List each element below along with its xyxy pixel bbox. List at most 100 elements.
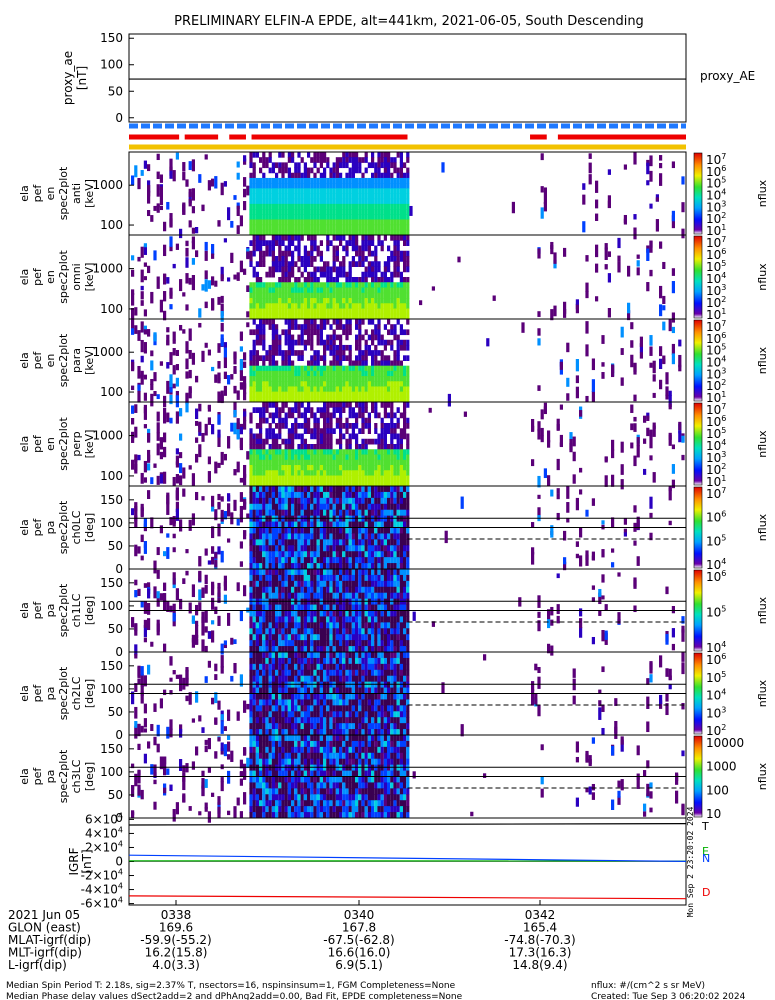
spectrogram-cell xyxy=(668,432,672,440)
spectrogram-cell xyxy=(361,586,365,594)
spectrogram-cell xyxy=(332,509,336,517)
spectrogram-cell xyxy=(323,634,327,641)
spectrogram-cell xyxy=(284,480,288,487)
spectrogram-cell xyxy=(383,580,387,588)
spectrogram-cell xyxy=(351,292,355,299)
spectrogram-cell xyxy=(284,521,288,528)
spectrogram-cell xyxy=(287,646,291,653)
spectrogram-cell xyxy=(275,381,279,387)
spectrogram-cell xyxy=(310,261,314,267)
spectrogram-cell xyxy=(361,438,365,445)
spectrogram-cell xyxy=(300,563,304,570)
spectrogram-cell xyxy=(361,287,365,294)
spectrogram-cell xyxy=(329,604,333,611)
spectrogram-cell xyxy=(294,646,298,653)
spectrogram-cell xyxy=(393,610,397,617)
spectrogram-cell xyxy=(339,391,343,398)
pa_spectrum_ch0-ylabel-line: ela xyxy=(18,519,31,536)
spectrogram-cell xyxy=(252,266,256,273)
spectrogram-cell xyxy=(345,183,349,189)
spectrogram-cell xyxy=(281,423,285,429)
spectrogram-cell xyxy=(361,292,365,299)
spectrogram-cell xyxy=(291,491,295,499)
spectrogram-cell xyxy=(342,329,346,336)
spectrogram-cell xyxy=(236,518,240,526)
spectrogram-cell xyxy=(307,386,311,393)
spectrogram-cell xyxy=(271,598,275,606)
spectrogram-cell xyxy=(281,271,285,278)
spectrogram-cell xyxy=(393,250,397,257)
spectrogram-cell xyxy=(303,634,307,641)
spectrogram-cell xyxy=(278,598,282,606)
spectrogram-cell xyxy=(406,527,410,534)
spectrogram-cell xyxy=(393,256,397,262)
spectrogram-cell xyxy=(319,381,323,387)
spectrogram-cell xyxy=(367,610,371,617)
spectrogram-cell xyxy=(358,365,362,372)
spectrogram-cell xyxy=(403,433,407,440)
spectrogram-cell xyxy=(399,396,403,403)
spectrogram-cell xyxy=(326,480,330,487)
spectrogram-cell xyxy=(175,455,179,465)
spectrogram-cell xyxy=(297,188,301,194)
spectrogram-cell xyxy=(345,444,349,450)
spectrogram-cell xyxy=(265,396,269,403)
spectrogram-cell xyxy=(268,551,272,558)
spectrogram-cell xyxy=(403,313,407,320)
spectrogram-cell xyxy=(131,361,135,372)
spectrogram-cell xyxy=(604,243,608,250)
spectrogram-cell xyxy=(172,170,176,182)
spectrogram-cell xyxy=(406,433,410,440)
spectrogram-cell xyxy=(252,386,256,393)
spectrogram-cell xyxy=(294,229,298,236)
spectrogram-cell xyxy=(143,601,147,614)
spectrogram-cell xyxy=(406,219,410,226)
spectrogram-cell xyxy=(204,154,208,160)
spectrogram-cell xyxy=(294,610,298,617)
spectrogram-cell xyxy=(380,640,384,647)
spectrogram-cell xyxy=(323,365,327,372)
spectrogram-cell xyxy=(595,244,599,258)
spectrogram-cell xyxy=(307,551,311,558)
spectrogram-cell xyxy=(364,177,368,184)
spectrogram-cell xyxy=(406,152,410,158)
spectrogram-cell xyxy=(303,214,307,220)
spectrogram-cell xyxy=(159,299,163,313)
spectrogram-cell xyxy=(537,385,541,391)
spectrogram-cell xyxy=(323,183,327,189)
spectrogram-cell xyxy=(281,459,285,466)
spectrogram-cell xyxy=(348,480,352,487)
spectrogram-cell xyxy=(355,646,359,653)
spectrogram-cell xyxy=(380,386,384,393)
spectrogram-cell xyxy=(259,586,263,594)
spectrogram-cell xyxy=(287,533,291,540)
spectrogram-cell xyxy=(275,551,279,558)
spectrogram-cell xyxy=(278,313,282,320)
spectrogram-cell xyxy=(380,396,384,403)
spectrogram-cell xyxy=(380,616,384,623)
spectrogram-cell xyxy=(156,569,160,579)
spectrogram-cell xyxy=(332,188,336,194)
spectrogram-cell xyxy=(300,376,304,382)
spectrogram-cell xyxy=(377,339,381,346)
spectrogram-cell xyxy=(319,152,323,158)
spectrogram-cell xyxy=(377,386,381,393)
spectrogram-cell xyxy=(287,250,291,257)
spectrogram-cell xyxy=(351,569,355,576)
spectrogram-cell xyxy=(255,308,259,315)
spectrogram-cell xyxy=(387,172,391,179)
spectrogram-cell xyxy=(326,292,330,299)
spectrogram-cell xyxy=(633,505,637,513)
spectrogram-cell xyxy=(243,268,247,275)
spectrogram-cell xyxy=(268,610,272,617)
spectrogram-cell xyxy=(198,602,202,611)
spectrogram-cell xyxy=(239,260,243,273)
spectrogram-cell xyxy=(371,480,375,487)
spectrogram-cell xyxy=(364,569,368,576)
spectrogram-cell xyxy=(265,563,269,570)
spectrogram-cell xyxy=(307,497,311,505)
spectrogram-cell xyxy=(310,198,314,205)
spectrogram-cell xyxy=(377,313,381,320)
spectrogram-cell xyxy=(332,396,336,403)
spectrogram-cell xyxy=(255,324,259,330)
